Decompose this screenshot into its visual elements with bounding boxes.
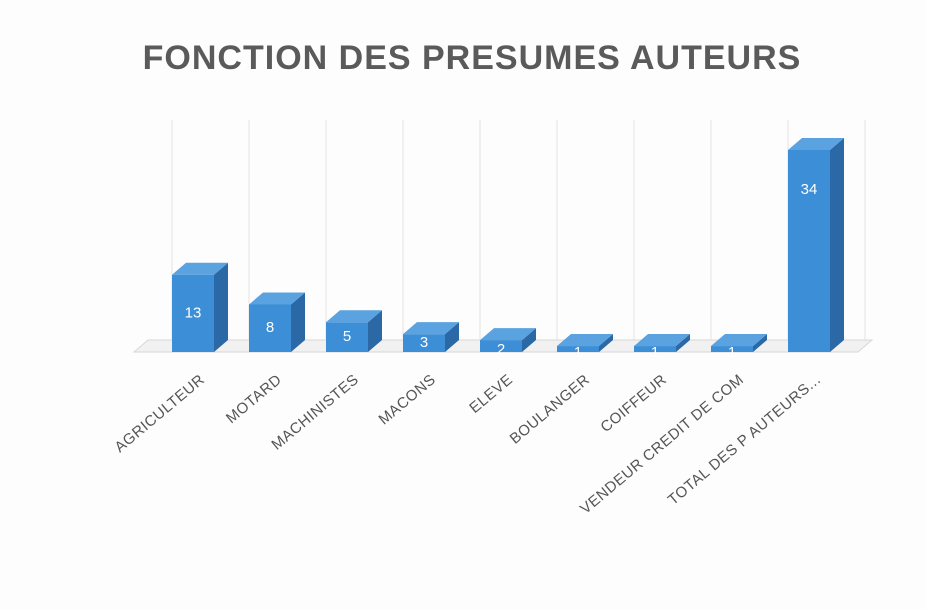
value-label: 1 [728,344,736,361]
bar-side [830,138,844,352]
value-label: 8 [266,319,274,336]
value-label: 34 [801,181,818,198]
bar [634,346,676,352]
bar-side [368,310,382,352]
bar-side [753,334,767,352]
bar-side [599,334,613,352]
bar-side [291,292,305,352]
bar [788,150,830,352]
bar [480,340,522,352]
bar [326,322,368,352]
bar-top [480,328,536,341]
bar-side [676,334,690,352]
bar-top [403,322,459,335]
bar-top [788,138,844,150]
value-label: 2 [497,341,505,358]
value-label: 1 [651,344,659,361]
bar-top [711,334,767,347]
bar [711,346,753,352]
bar [557,346,599,352]
bar-top [249,292,305,305]
chart-title: FONCTION DES PRESUMES AUTEURS [143,39,802,77]
bar-top [172,262,228,275]
bar-side [214,262,228,352]
bar [249,304,291,352]
value-label: 1 [574,344,582,361]
bar-top [634,334,690,347]
bar-side [522,328,536,352]
bar-side [445,322,459,352]
bar-top [326,310,382,323]
value-label: 3 [420,334,428,351]
value-label: 13 [185,304,202,321]
bar [172,274,214,352]
bar [403,334,445,352]
bar-top [557,334,613,347]
value-label: 5 [343,328,351,345]
